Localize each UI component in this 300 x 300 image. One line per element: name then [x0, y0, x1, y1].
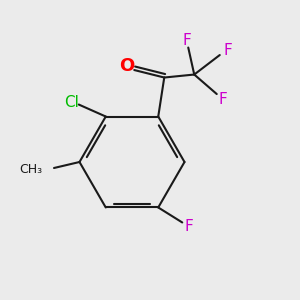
Text: Cl: Cl [64, 94, 79, 110]
Text: F: F [184, 219, 193, 234]
Text: CH₃: CH₃ [20, 163, 43, 176]
Text: F: F [182, 33, 191, 48]
Text: O: O [119, 56, 134, 74]
Text: F: F [223, 43, 232, 58]
Text: F: F [219, 92, 228, 107]
